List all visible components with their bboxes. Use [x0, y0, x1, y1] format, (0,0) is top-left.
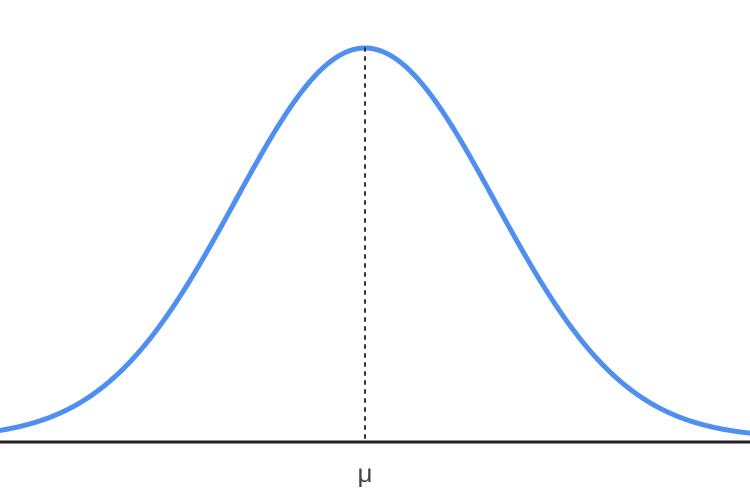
normal-distribution-chart: μ [0, 0, 750, 500]
bell-curve-path [0, 48, 750, 433]
chart-svg [0, 0, 750, 500]
mu-label: μ [358, 458, 373, 489]
